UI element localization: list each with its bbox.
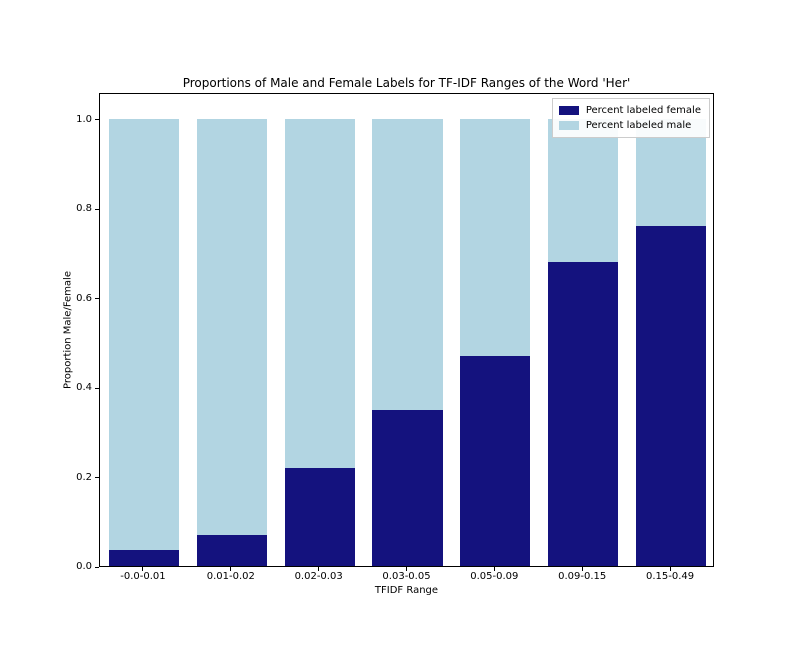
y-tick-mark-5 (95, 119, 99, 121)
chart-title: Proportions of Male and Female Labels fo… (182, 76, 631, 90)
y-tick-label-4: 0.8 (76, 203, 92, 215)
x-tick-mark-4 (493, 567, 495, 571)
x-tick-label-6: 0.15-0.49 (645, 571, 695, 582)
y-tick-label-5: 1.0 (76, 113, 92, 125)
x-tick-label-1: 0.01-0.02 (206, 571, 255, 582)
x-tick-label-5: 0.09-0.15 (558, 571, 607, 582)
y-tick-mark-0 (95, 566, 99, 568)
legend-row-male: Percent labeled male (558, 118, 701, 133)
y-tick-label-0: 0.0 (76, 561, 92, 572)
legend-label-male: Percent labeled male (585, 120, 692, 131)
legend-swatch-female (558, 106, 579, 115)
y-tick-mark-4 (95, 208, 99, 210)
bar-segment-male-3 (372, 118, 443, 410)
plot-area: Percent labeled female Percent labeled m… (99, 93, 714, 567)
x-tick-label-4: 0.05-0.09 (470, 571, 519, 582)
legend: Percent labeled female Percent labeled m… (551, 98, 710, 138)
y-tick-label-1: 0.2 (76, 471, 92, 483)
bar-segment-female-0 (108, 550, 180, 566)
x-tick-mark-0 (142, 567, 144, 571)
y-tick-mark-2 (95, 387, 99, 389)
x-tick-label-2: 0.02-0.03 (294, 571, 343, 582)
bar-segment-male-5 (548, 118, 619, 262)
bar-segment-male-1 (196, 118, 267, 535)
bar-segment-female-5 (548, 261, 619, 566)
bar-segment-male-2 (284, 118, 355, 468)
x-tick-mark-2 (318, 567, 320, 571)
legend-label-female: Percent labeled female (585, 105, 701, 116)
y-axis-label: Proportion Male/Female (62, 271, 74, 389)
legend-row-female: Percent labeled female (558, 103, 701, 118)
y-tick-mark-1 (95, 477, 99, 479)
bar-segment-female-4 (460, 355, 531, 566)
bar-segment-male-0 (108, 118, 180, 551)
y-tick-mark-3 (95, 298, 99, 300)
x-tick-mark-6 (669, 567, 671, 571)
x-tick-mark-3 (406, 567, 407, 571)
x-axis-label: TFIDF Range (374, 585, 439, 596)
x-tick-mark-1 (230, 567, 232, 571)
y-tick-label-3: 0.6 (76, 292, 92, 304)
bar-segment-female-6 (635, 226, 707, 566)
bar-segment-female-1 (196, 534, 267, 566)
x-tick-label-0: -0.0-0.01 (120, 571, 166, 582)
x-tick-mark-5 (581, 567, 583, 571)
bar-segment-male-4 (460, 118, 531, 356)
x-tick-label-3: 0.03-0.05 (382, 571, 431, 582)
y-tick-label-2: 0.4 (76, 382, 92, 394)
legend-swatch-male (558, 121, 579, 130)
bar-segment-female-3 (372, 409, 443, 566)
bar-segment-female-2 (284, 467, 355, 566)
